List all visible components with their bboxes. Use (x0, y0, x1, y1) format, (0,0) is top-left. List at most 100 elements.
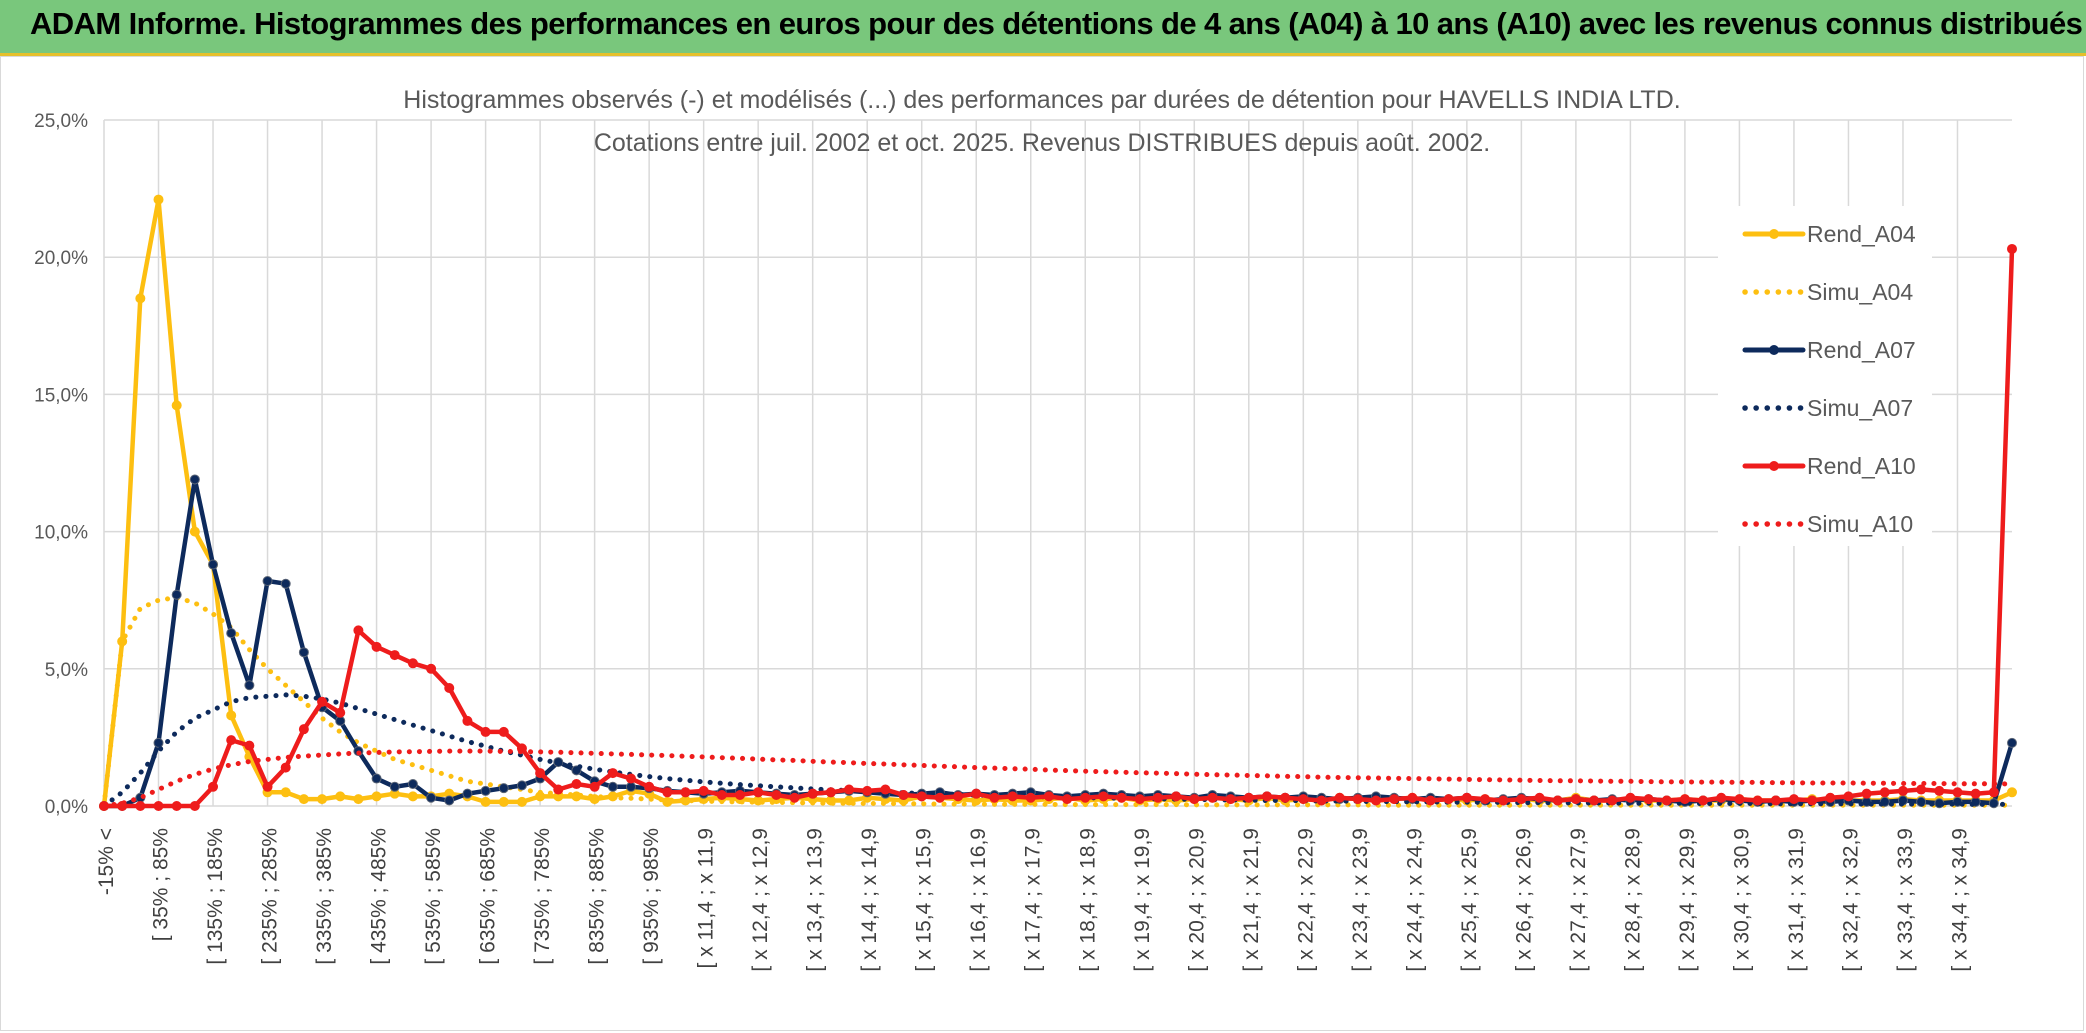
data-point (953, 791, 964, 802)
x-tick-label: [ x 22,4 ; x 22,9 (1294, 828, 1317, 972)
y-tick-label: 5,0% (45, 660, 88, 681)
data-point (1897, 785, 1908, 796)
x-tick-label: [ 235% ; 285% (259, 828, 282, 965)
data-point (753, 787, 764, 798)
series-line-rend_a10 (101, 246, 2015, 809)
x-tick-label: -15% < (95, 828, 118, 895)
data-point (335, 715, 346, 726)
legend-label: Rend_A07 (1807, 337, 1916, 363)
data-point (1934, 785, 1945, 796)
series-line-simu_a10 (101, 748, 2015, 809)
data-point (244, 680, 255, 691)
legend-marker (1769, 461, 1779, 471)
data-point (298, 724, 309, 735)
data-point (1879, 787, 1890, 798)
data-point (1716, 792, 1727, 803)
data-point (2007, 243, 2017, 254)
data-point (1261, 791, 1272, 802)
data-point (335, 707, 346, 718)
data-point (280, 762, 291, 773)
x-tick-label: [ x 30,4 ; x 30,9 (1730, 828, 1753, 972)
data-point (571, 779, 582, 790)
legend-box (1718, 206, 1932, 546)
x-tick-label: [ 535% ; 585% (422, 828, 445, 965)
x-tick-label: [ x 20,4 ; x 20,9 (1185, 828, 1208, 972)
data-point (317, 696, 328, 707)
data-point (1970, 788, 1981, 799)
data-point (226, 735, 237, 746)
data-point (1316, 795, 1327, 806)
data-point (426, 792, 437, 803)
y-tick-label: 10,0% (34, 523, 88, 544)
data-point (1643, 794, 1654, 805)
x-tick-label: [ x 23,4 ; x 23,9 (1349, 828, 1372, 972)
data-point (189, 526, 200, 537)
data-point (389, 650, 400, 661)
data-point (1661, 795, 1672, 806)
x-tick-label: [ 335% ; 385% (313, 828, 336, 965)
data-point (462, 715, 473, 726)
data-point (934, 792, 945, 803)
data-point (298, 647, 309, 658)
data-point (480, 726, 491, 737)
data-point (353, 625, 364, 636)
data-point (607, 781, 618, 792)
x-tick-label: [ x 31,4 ; x 31,9 (1785, 828, 1808, 972)
data-point (498, 796, 509, 807)
data-point (698, 785, 709, 796)
data-point (1243, 792, 1254, 803)
data-point (407, 779, 418, 790)
data-point (371, 641, 382, 652)
data-point (171, 589, 182, 600)
data-point (1280, 792, 1291, 803)
data-point (825, 787, 836, 798)
data-point (1807, 795, 1818, 806)
data-point (1298, 794, 1309, 805)
data-point (444, 795, 455, 806)
data-point (1752, 795, 1763, 806)
data-point (535, 768, 546, 779)
y-axis-ticks: 0,0% 5,0% 10,0% 15,0% 20,0% 25,0% (34, 111, 88, 818)
x-tick-label: [ x 33,4 ; x 33,9 (1894, 828, 1917, 972)
data-point (1207, 792, 1218, 803)
series-line-simu_a07 (101, 692, 2015, 809)
data-point (862, 785, 873, 796)
data-point (1988, 787, 1999, 798)
data-point (516, 796, 527, 807)
data-point (2007, 787, 2017, 798)
data-point (2007, 737, 2017, 748)
x-tick-label: [ x 34,4 ; x 34,9 (1948, 828, 1971, 972)
data-point (317, 794, 328, 805)
data-point (716, 790, 727, 801)
data-point (1134, 794, 1145, 805)
data-point (498, 783, 509, 794)
data-point (244, 740, 255, 751)
data-point (371, 791, 382, 802)
data-point (407, 791, 418, 802)
data-point (1843, 791, 1854, 802)
x-axis-ticks: -15% < [ 35% ; 85% [ 135% ; 185% [ 235% ; 2… (95, 828, 1971, 972)
data-point (1498, 795, 1509, 806)
histogram-chart: Histogrammes observés (-) et modélisés (… (34, 86, 2017, 972)
data-point (1480, 794, 1491, 805)
x-tick-label: [ 935% ; 985% (640, 828, 663, 965)
data-point (898, 790, 909, 801)
data-point (135, 801, 146, 811)
data-point (1625, 792, 1636, 803)
data-point (1552, 795, 1563, 806)
data-point (1698, 795, 1709, 806)
data-point (444, 683, 455, 694)
x-tick-label: [ x 19,4 ; x 19,9 (1131, 828, 1154, 972)
data-point (498, 726, 509, 737)
data-point (989, 792, 1000, 803)
data-point (1389, 794, 1400, 805)
x-tick-label: [ 135% ; 185% (204, 828, 227, 965)
data-point (462, 788, 473, 799)
x-tick-label: [ x 25,4 ; x 25,9 (1458, 828, 1481, 972)
data-point (1443, 794, 1454, 805)
data-point (280, 787, 291, 798)
data-point (625, 773, 636, 784)
data-point (680, 787, 691, 798)
legend-label: Rend_A04 (1807, 221, 1916, 247)
data-point (371, 773, 382, 784)
